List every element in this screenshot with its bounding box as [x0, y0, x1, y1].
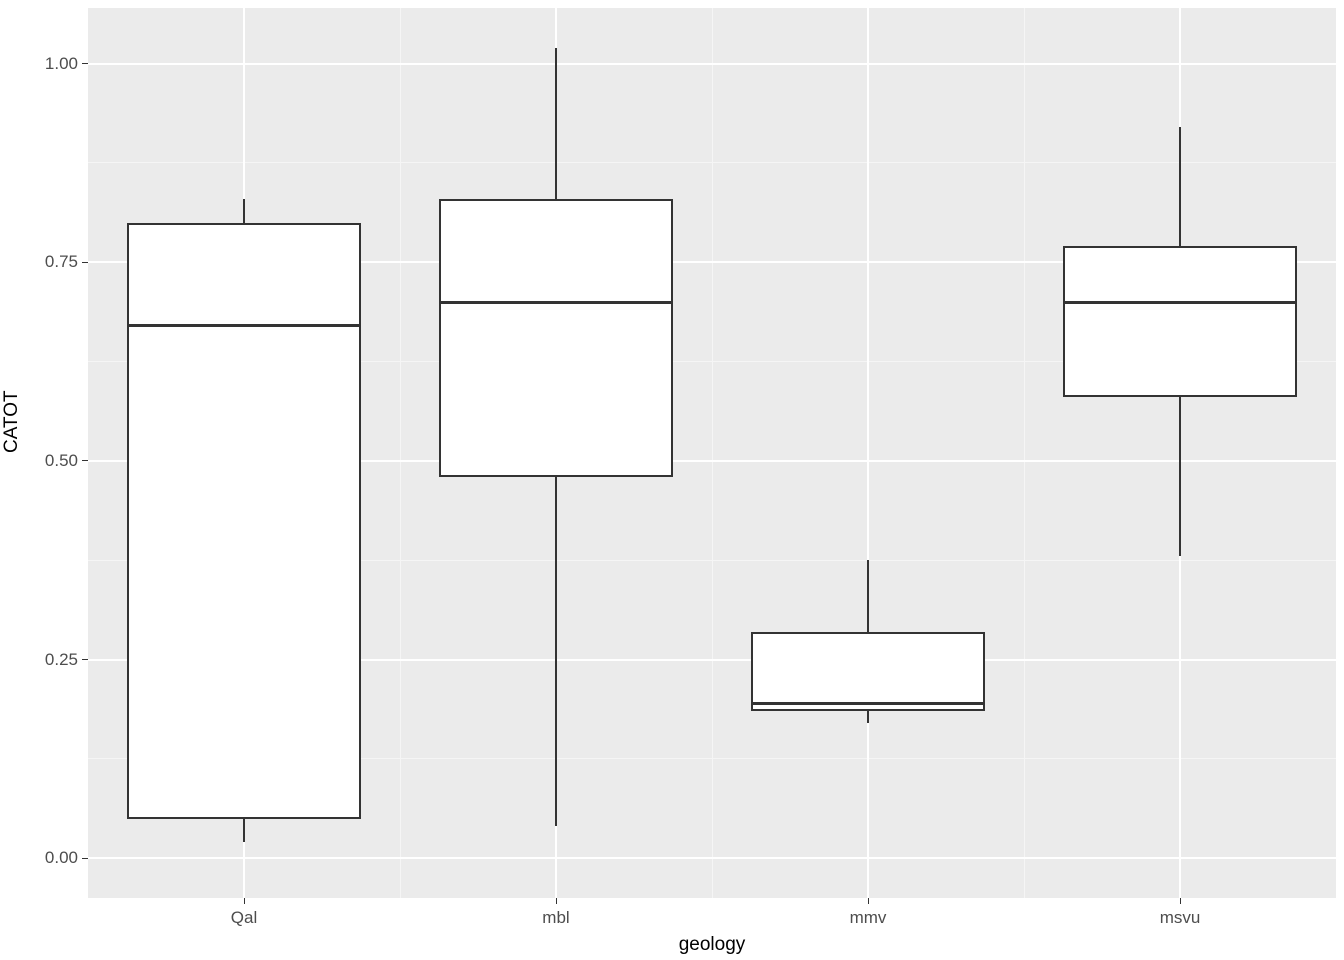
y-tick-label: 0.00: [45, 848, 78, 868]
gridline-major-h: [88, 63, 1336, 65]
gridline-major-h: [88, 857, 1336, 859]
whisker-lower: [1179, 397, 1181, 556]
boxplot-box: [127, 223, 361, 819]
y-tick-mark: [82, 659, 88, 660]
gridline-minor-v: [1024, 8, 1025, 898]
x-tick-mark: [556, 898, 557, 904]
whisker-upper: [1179, 127, 1181, 246]
whisker-upper: [867, 560, 869, 632]
y-axis-title: CATOT: [1, 390, 23, 453]
median-line: [439, 301, 673, 304]
whisker-upper: [555, 48, 557, 199]
boxplot-box: [439, 199, 673, 477]
x-tick-label: Qal: [194, 908, 294, 928]
x-tick-mark: [868, 898, 869, 904]
whisker-lower: [243, 819, 245, 843]
x-tick-mark: [244, 898, 245, 904]
y-tick-label: 0.50: [45, 451, 78, 471]
median-line: [1063, 301, 1297, 304]
x-axis-title: geology: [662, 934, 762, 956]
x-tick-mark: [1180, 898, 1181, 904]
whisker-lower: [867, 711, 869, 723]
chart-container: CATOT geology 0.00 0.25 0.50 0.75 1.00 Qal mbl…: [0, 0, 1344, 960]
whisker-lower: [555, 477, 557, 827]
x-tick-label: msvu: [1130, 908, 1230, 928]
gridline-major-v: [867, 8, 869, 898]
gridline-minor-v: [712, 8, 713, 898]
y-tick-label: 1.00: [45, 54, 78, 74]
y-tick-label: 0.75: [45, 252, 78, 272]
median-line: [127, 324, 361, 327]
x-tick-label: mmv: [818, 908, 918, 928]
boxplot-box: [751, 632, 985, 711]
y-tick-mark: [82, 858, 88, 859]
boxplot-box: [1063, 246, 1297, 397]
x-tick-label: mbl: [506, 908, 606, 928]
whisker-upper: [243, 199, 245, 223]
gridline-minor-v: [400, 8, 401, 898]
y-tick-mark: [82, 460, 88, 461]
y-tick-label: 0.25: [45, 650, 78, 670]
median-line: [751, 702, 985, 705]
y-tick-mark: [82, 63, 88, 64]
y-tick-mark: [82, 262, 88, 263]
